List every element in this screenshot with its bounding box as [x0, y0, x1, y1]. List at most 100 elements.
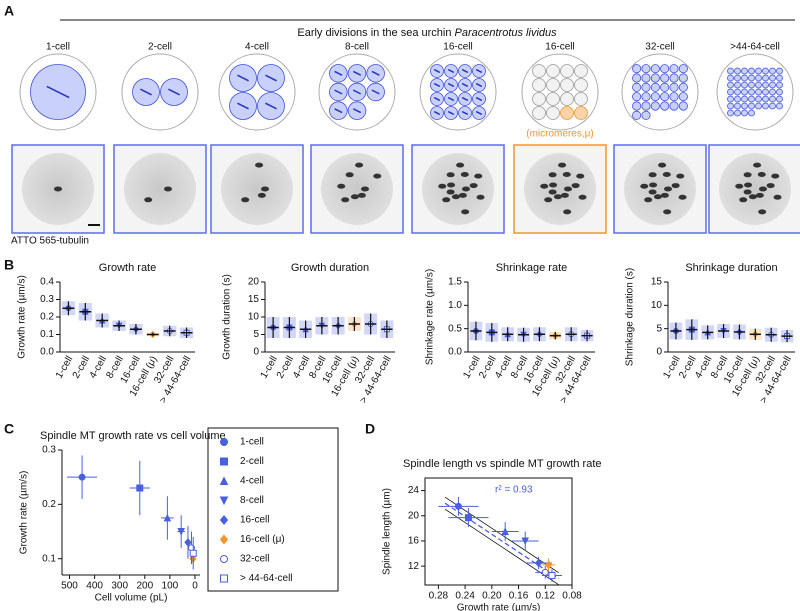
embryo-cell [669, 73, 679, 83]
y-tick-label: 0 [656, 347, 662, 358]
embryo-cell [650, 82, 660, 92]
spindle [447, 96, 455, 102]
y-tick-label: 15 [651, 277, 663, 288]
marker [220, 555, 228, 563]
embryo-cell [734, 109, 741, 117]
embryo-cell [748, 102, 755, 110]
chromosomes [438, 183, 447, 189]
micrograph-embryo [422, 153, 494, 225]
y-axis-label: Shrinkage rate (µm/s) [425, 269, 436, 365]
spindle [334, 108, 343, 114]
y-axis-label: Spindle length (µm) [382, 488, 393, 575]
legend-label: 16-cell [240, 515, 269, 526]
embryo-cell [632, 73, 642, 83]
embryo-cell [769, 74, 776, 82]
x-tick-label: 0.20 [482, 591, 502, 602]
x-tick-label: 0.08 [562, 591, 582, 602]
header: Early divisions in the sea urchin Parace… [297, 27, 557, 39]
embryo-cell [762, 67, 769, 75]
marker [136, 484, 144, 492]
chromosomes [564, 186, 572, 192]
chromosomes [773, 194, 782, 200]
spindle [461, 96, 469, 102]
embryo-cell [776, 74, 783, 82]
stage-label: 32-cell [645, 42, 674, 53]
y-tick-label: 16 [408, 536, 420, 547]
chromosomes [255, 162, 264, 168]
chromosomes [553, 194, 562, 200]
marker [163, 513, 172, 522]
embryo-cell [660, 64, 670, 74]
embryo-cell [762, 102, 769, 110]
chromosomes [144, 197, 153, 203]
embryo-cell [734, 95, 741, 103]
spindle [265, 74, 277, 82]
marker [219, 534, 229, 545]
micrograph-embryo [524, 153, 596, 225]
embryo-cell [660, 82, 670, 92]
x-tick-label: 400 [86, 581, 103, 592]
chromosomes [548, 189, 557, 195]
header-species: Paracentrotus lividus [455, 27, 558, 39]
chromosomes [743, 172, 752, 178]
embryo-cell [727, 102, 734, 110]
chart-title: Growth duration [291, 262, 369, 274]
chromosomes [758, 209, 767, 215]
chromosomes [350, 194, 359, 200]
chromosomes [739, 197, 748, 203]
spindle [140, 88, 152, 96]
embryo-cell [532, 106, 546, 120]
chromosomes [571, 183, 580, 189]
embryo-cell [632, 82, 642, 92]
embryo-cell [660, 101, 670, 111]
embryo-cell [669, 92, 679, 102]
marker [220, 438, 228, 446]
chromosomes [337, 183, 346, 189]
embryo-cell [755, 74, 762, 82]
chromosomes [361, 186, 369, 192]
chromosomes [755, 192, 764, 198]
chromosomes [744, 182, 753, 188]
embryo-cell [669, 64, 679, 74]
y-tick-label: 0 [253, 347, 259, 358]
chromosomes [753, 162, 762, 168]
embryo-cell [650, 73, 660, 83]
embryo-cell [734, 67, 741, 75]
embryo-cell [650, 101, 660, 111]
spindle [352, 108, 362, 114]
chromosomes [658, 162, 667, 168]
spindle [433, 68, 441, 74]
x-tick-label: 300 [111, 581, 128, 592]
chromosomes [261, 186, 269, 192]
embryo-cell [727, 88, 734, 96]
embryo-cell [741, 95, 748, 103]
chromosomes [345, 172, 354, 178]
marker [219, 476, 229, 485]
spindle [475, 82, 483, 88]
embryo-cell [762, 74, 769, 82]
embryo-outline [419, 53, 497, 131]
embryo-outline [218, 53, 296, 131]
chromosomes [562, 172, 571, 178]
y-tick-label: 1.5 [448, 277, 462, 288]
embryo-cell [727, 95, 734, 103]
embryo-cell [769, 67, 776, 75]
legend-label: 16-cell (μ) [240, 534, 285, 545]
chromosomes [771, 173, 780, 179]
legend-box [207, 427, 339, 592]
chromosomes [451, 194, 460, 200]
marker [177, 528, 185, 536]
embryo-cell [641, 73, 651, 83]
x-tick-label: 0 [192, 581, 198, 592]
embryo-cell [669, 101, 679, 111]
stage-label: 4-cell [245, 42, 269, 53]
chromosomes [664, 186, 672, 192]
chromosomes [447, 182, 456, 188]
panel-label: B [4, 257, 14, 273]
embryo-cell [748, 88, 755, 96]
embryo-drawings [11, 53, 800, 234]
embryo-cell [641, 110, 651, 120]
chromosomes [560, 192, 569, 198]
embryo-cell [574, 106, 588, 120]
y-axis-label: Shrinkage duration (s) [625, 268, 636, 366]
